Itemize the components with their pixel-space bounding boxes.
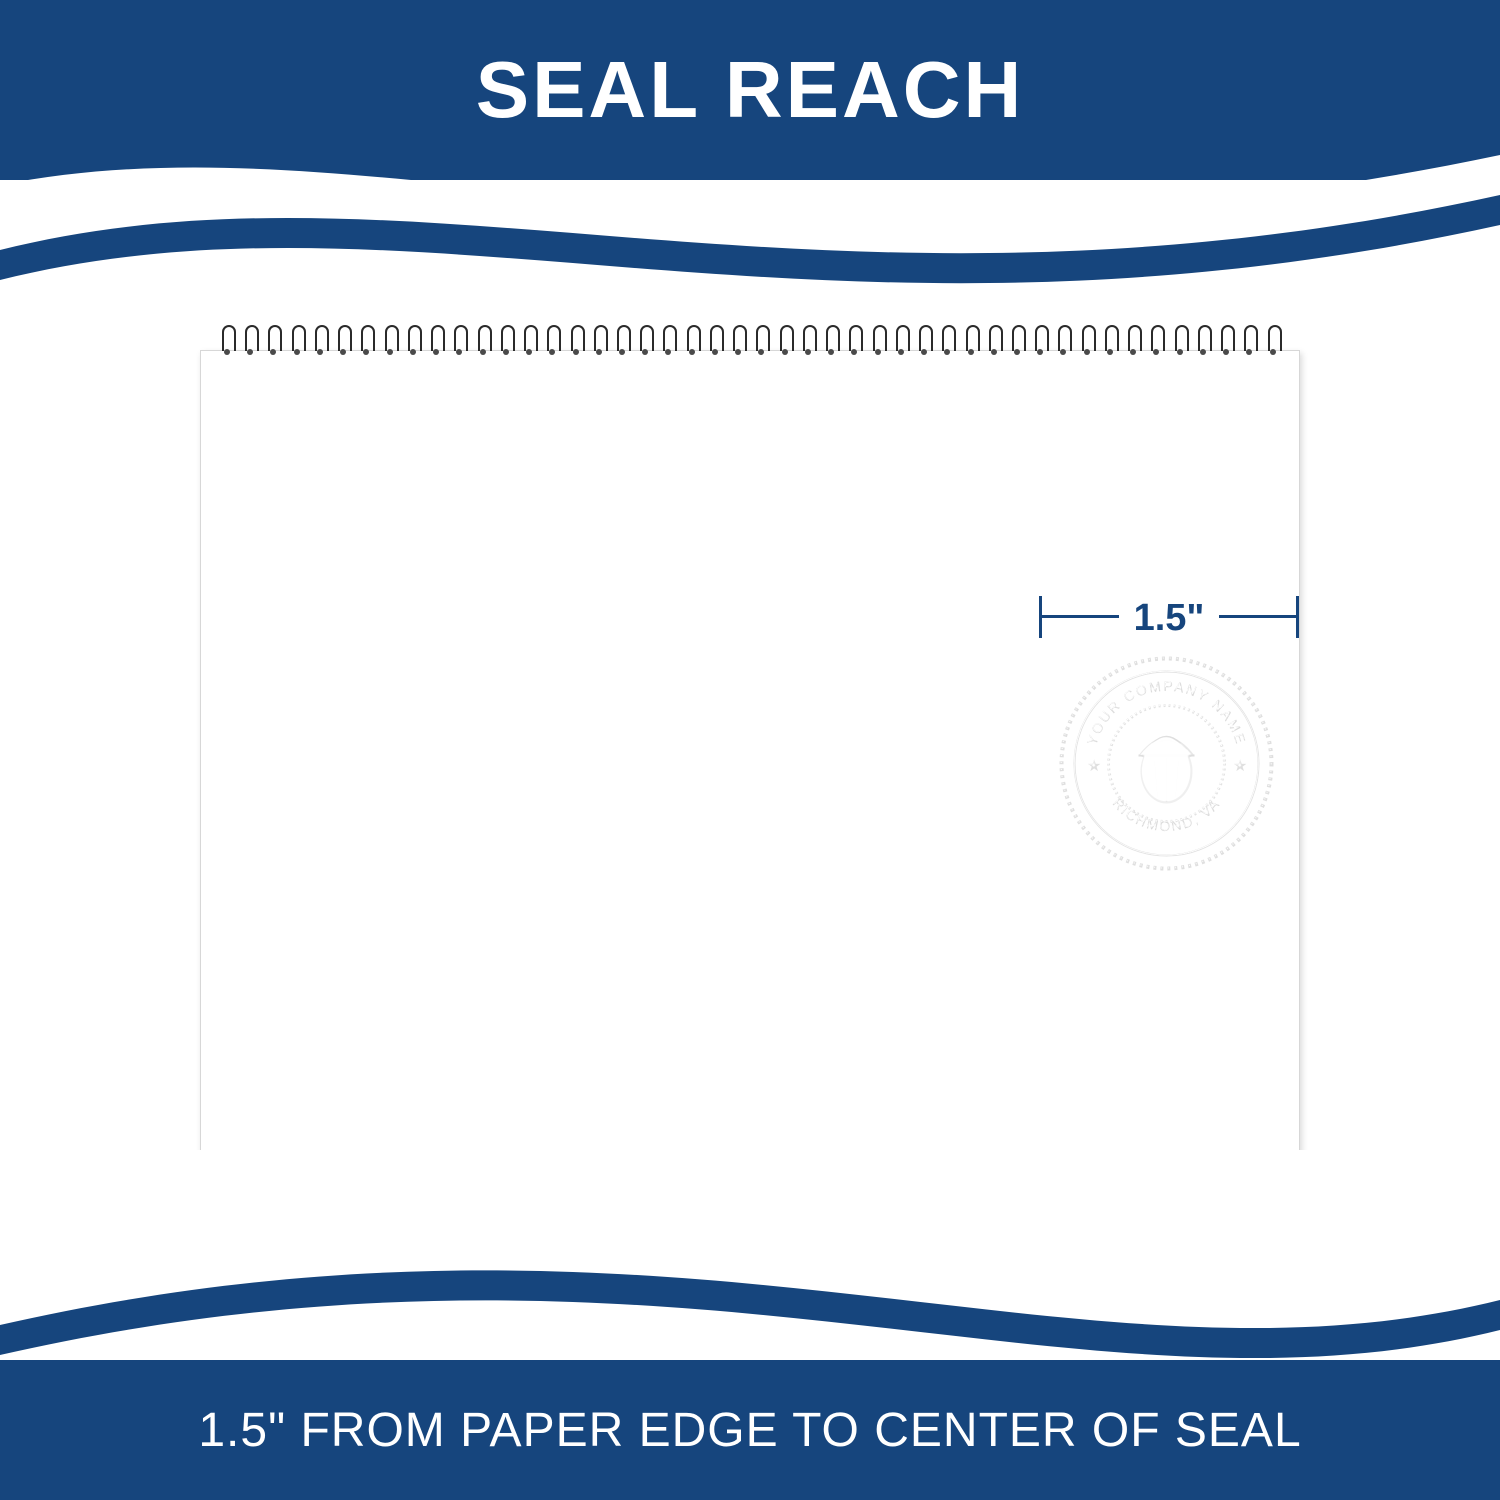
spiral-coil [569,325,583,357]
svg-text:★: ★ [1233,758,1247,775]
paper-sheet: 1.5" [200,350,1300,1155]
spiral-coil [1196,325,1210,357]
spiral-coil [1149,325,1163,357]
spiral-coil [940,325,954,357]
spiral-coil [708,325,722,357]
notebook: 1.5" [200,325,1300,1155]
footer-text: 1.5" FROM PAPER EDGE TO CENTER OF SEAL [198,1403,1301,1458]
spiral-coil [1103,325,1117,357]
spiral-coil [1219,325,1233,357]
spiral-coil [1010,325,1024,357]
spiral-coil [266,325,280,357]
spiral-coil [894,325,908,357]
spiral-coil [638,325,652,357]
spiral-coil [847,325,861,357]
measure-cap-right [1296,596,1299,638]
spiral-coil [1056,325,1070,357]
svg-text:★: ★ [1087,758,1101,775]
spiral-coil [1080,325,1094,357]
spiral-coil [383,325,397,357]
measure-line-right [1219,615,1299,618]
spiral-coil [871,325,885,357]
spiral-coil [359,325,373,357]
spiral-coil [1266,325,1280,357]
spiral-coil [429,325,443,357]
spiral-coil [1033,325,1047,357]
embossed-seal: YOUR COMPANY NAME RICHMOND, VA ★ ★ [1054,651,1279,876]
spiral-coil [661,325,675,357]
spiral-coil [406,325,420,357]
spiral-coil [313,325,327,357]
measure-label: 1.5" [1039,597,1299,640]
spiral-coil [336,325,350,357]
spiral-coil [452,325,466,357]
header-band: SEAL REACH [0,0,1500,180]
page-title: SEAL REACH [476,44,1025,136]
spiral-coil [1242,325,1256,357]
spiral-coil [754,325,768,357]
reach-measurement: 1.5" [1039,591,1299,641]
spiral-coil [290,325,304,357]
spiral-coil [1126,325,1140,357]
spiral-coil [778,325,792,357]
spiral-coil [685,325,699,357]
spiral-coil [522,325,536,357]
footer-band: 1.5" FROM PAPER EDGE TO CENTER OF SEAL [0,1360,1500,1500]
spiral-coil [917,325,931,357]
spiral-coil [592,325,606,357]
spiral-coil [964,325,978,357]
spiral-binding [220,325,1280,363]
spiral-coil [1173,325,1187,357]
spiral-coil [731,325,745,357]
spiral-coil [476,325,490,357]
spiral-coil [987,325,1001,357]
spiral-coil [545,325,559,357]
spiral-coil [615,325,629,357]
spiral-coil [801,325,815,357]
spiral-coil [243,325,257,357]
spiral-coil [824,325,838,357]
spiral-coil [499,325,513,357]
spiral-coil [220,325,234,357]
